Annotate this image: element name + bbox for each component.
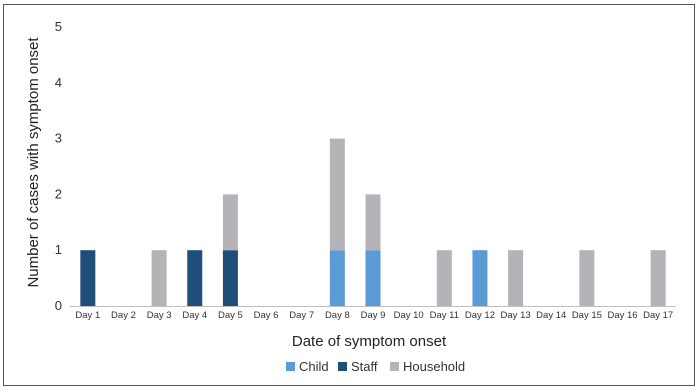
x-tick-label: Day 7 bbox=[289, 310, 314, 321]
x-tick-label: Day 1 bbox=[75, 310, 100, 321]
x-tick-label: Day 13 bbox=[501, 310, 531, 321]
legend-swatch-household bbox=[390, 362, 399, 371]
legend-label-child: Child bbox=[299, 359, 329, 374]
x-tick-label: Day 6 bbox=[254, 310, 279, 321]
bar-staff-day-5 bbox=[222, 250, 238, 306]
bar-household-day-5 bbox=[222, 194, 238, 251]
bar-child-day-12 bbox=[472, 250, 488, 306]
legend-swatch-child bbox=[286, 362, 295, 371]
x-tick-label: Day 5 bbox=[218, 310, 243, 321]
bar-staff-day-1 bbox=[80, 250, 96, 306]
legend: Child Staff Household bbox=[286, 359, 465, 374]
bars bbox=[80, 138, 666, 306]
bar-household-day-17 bbox=[650, 250, 666, 306]
x-tick-label: Day 16 bbox=[607, 310, 637, 321]
bar-household-day-9 bbox=[365, 194, 381, 251]
x-tick-label: Day 17 bbox=[643, 310, 673, 321]
y-tick-label: 0 bbox=[55, 298, 62, 313]
bar-child-day-9 bbox=[365, 250, 381, 306]
x-tick-label: Day 10 bbox=[394, 310, 424, 321]
x-axis-ticks: Day 1 Day 2 Day 3 Day 4 Day 5 Day 6 Day 7 Day 8… bbox=[75, 310, 673, 321]
x-tick-label: Day 11 bbox=[430, 310, 459, 321]
bar-child-day-8 bbox=[329, 250, 345, 306]
x-tick-label: Day 4 bbox=[182, 310, 207, 321]
y-axis-title: Number of cases with symptom onset bbox=[25, 37, 42, 288]
x-tick-label: Day 14 bbox=[536, 310, 566, 321]
bar-household-day-8 bbox=[329, 138, 345, 251]
bar-staff-day-4 bbox=[187, 250, 203, 306]
legend-swatch-staff bbox=[338, 362, 347, 371]
chart-frame bbox=[3, 4, 695, 386]
x-axis-title: Date of symptom onset bbox=[292, 333, 447, 350]
x-tick-label: Day 15 bbox=[572, 310, 602, 321]
legend-label-household: Household bbox=[403, 359, 465, 374]
legend-label-staff: Staff bbox=[351, 359, 378, 374]
y-tick-label: 5 bbox=[55, 19, 62, 34]
y-tick-label: 1 bbox=[55, 242, 62, 257]
x-tick-label: Day 12 bbox=[465, 310, 495, 321]
y-tick-label: 3 bbox=[55, 131, 62, 146]
x-tick-label: Day 2 bbox=[111, 310, 136, 321]
y-axis-ticks: 0 1 2 3 4 5 bbox=[55, 19, 62, 313]
x-tick-label: Day 9 bbox=[361, 310, 386, 321]
bar-household-day-15 bbox=[579, 250, 595, 306]
bar-household-day-11 bbox=[436, 250, 452, 306]
x-tick-label: Day 8 bbox=[325, 310, 350, 321]
bar-household-day-3 bbox=[151, 250, 167, 306]
x-tick-label: Day 3 bbox=[147, 310, 172, 321]
bar-household-day-13 bbox=[508, 250, 524, 306]
y-tick-label: 2 bbox=[55, 186, 62, 201]
y-tick-label: 4 bbox=[55, 75, 62, 90]
